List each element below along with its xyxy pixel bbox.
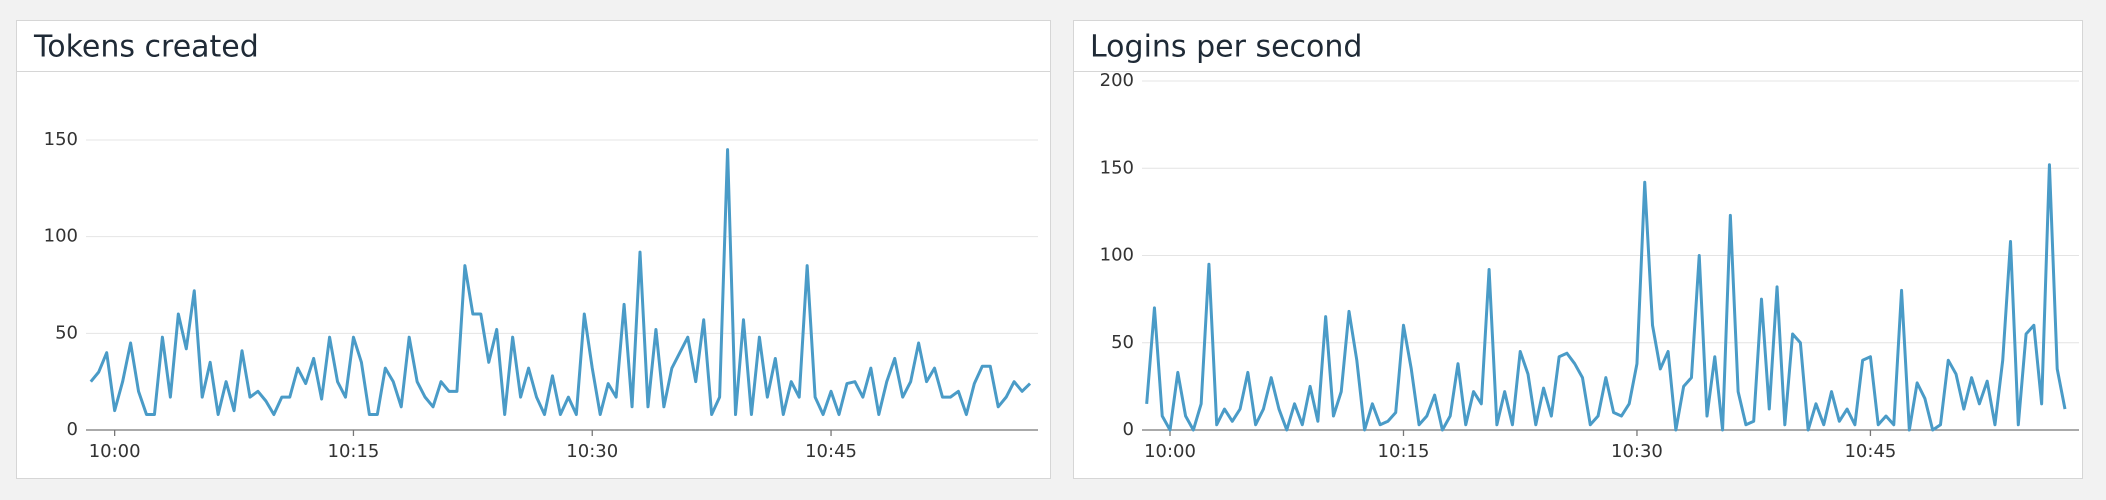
panel-title: Tokens created [33, 30, 259, 65]
y-tick-label: 50 [55, 322, 78, 343]
series-line [89, 148, 1032, 417]
x-tick-label: 10:30 [1611, 441, 1663, 462]
y-tick-label: 0 [1123, 419, 1134, 440]
y-tick-label: 100 [1100, 245, 1134, 266]
x-tick-label: 10:00 [89, 441, 141, 462]
x-tick-label: 10:15 [328, 441, 380, 462]
panel [16, 20, 1051, 479]
y-tick-label: 150 [1100, 157, 1134, 178]
y-tick-label: 50 [1111, 332, 1134, 353]
x-tick-label: 10:00 [1144, 441, 1196, 462]
y-tick-label: 200 [1100, 70, 1134, 91]
x-tick-label: 10:15 [1378, 441, 1430, 462]
x-tick-label: 10:30 [566, 441, 618, 462]
panel-title: Logins per second [1090, 30, 1362, 65]
series-line [1145, 163, 2067, 432]
y-tick-label: 100 [44, 226, 78, 247]
x-tick-label: 10:45 [805, 441, 857, 462]
y-tick-label: 150 [44, 129, 78, 150]
y-tick-label: 0 [67, 419, 78, 440]
x-tick-label: 10:45 [1844, 441, 1896, 462]
